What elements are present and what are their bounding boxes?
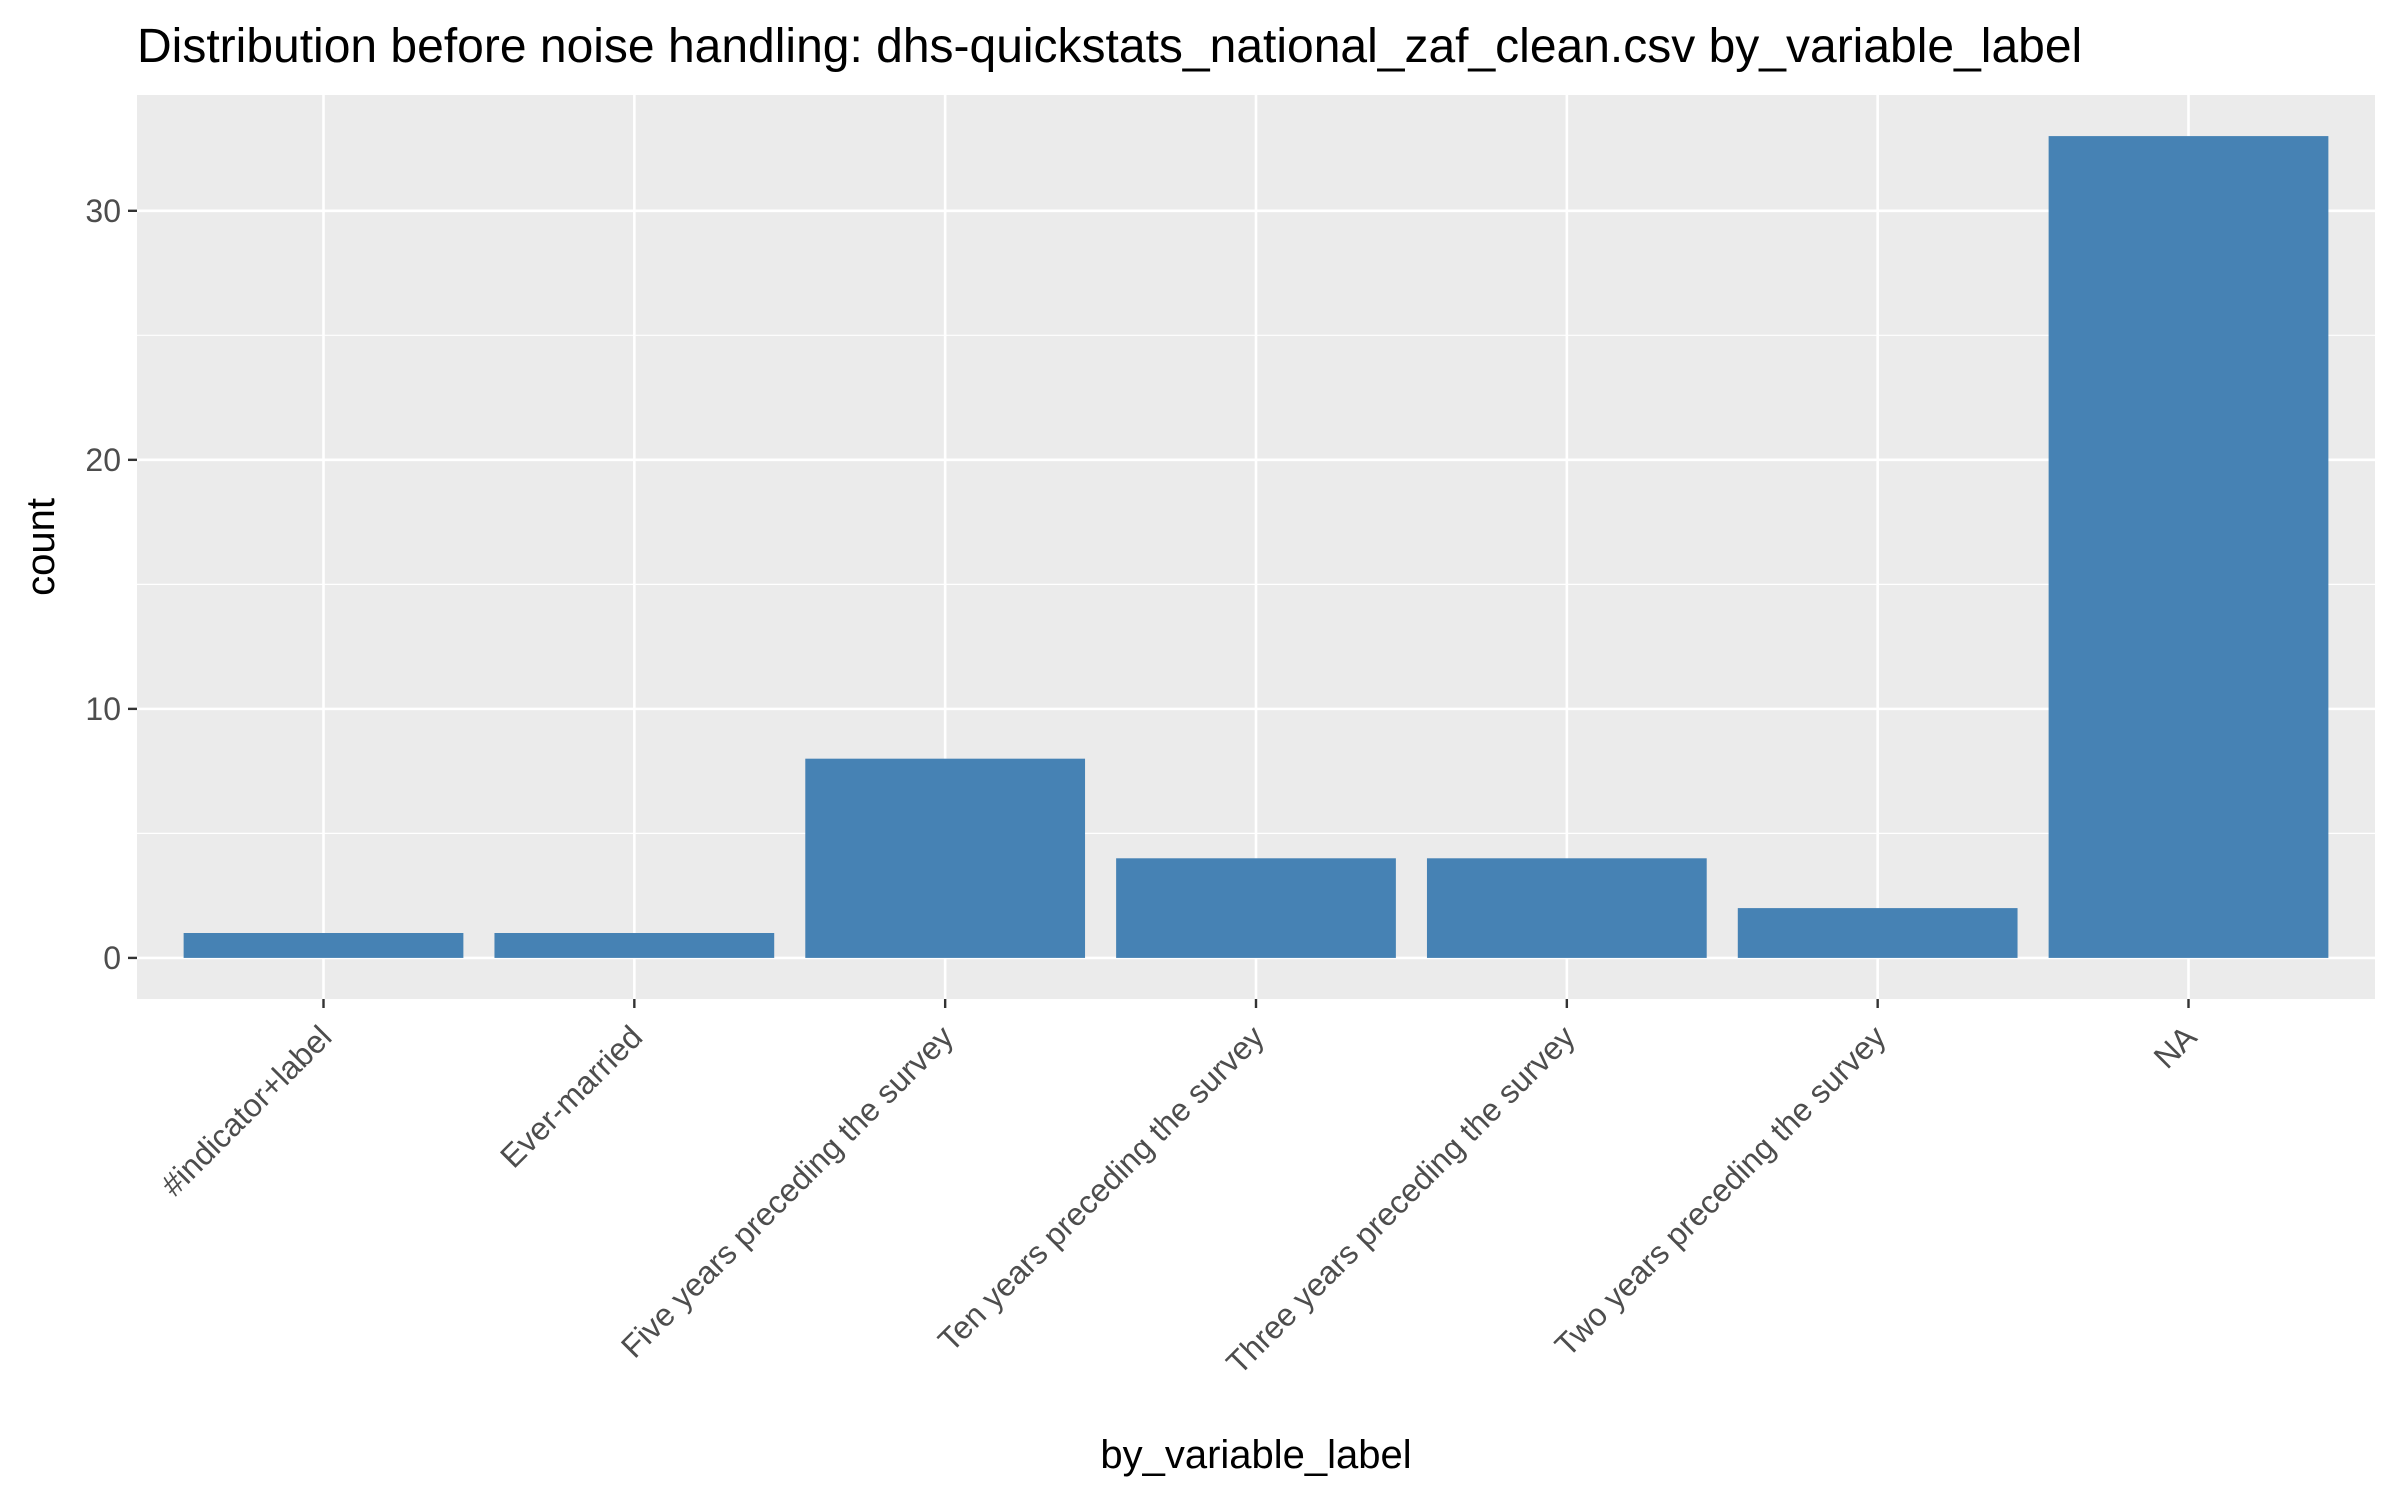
x-tick-label: Five years preceding the survey bbox=[614, 1018, 960, 1364]
bars bbox=[183, 136, 2329, 958]
x-tick-label: Three years preceding the survey bbox=[1219, 1018, 1582, 1381]
bar bbox=[805, 758, 1086, 958]
y-tick-label: 20 bbox=[85, 442, 121, 478]
y-tick-label: 10 bbox=[85, 691, 121, 727]
y-tick-label: 30 bbox=[85, 193, 121, 229]
y-tick-label: 0 bbox=[103, 940, 121, 976]
y-axis-title: count bbox=[19, 498, 63, 596]
x-tick-label: #indicator+label bbox=[154, 1018, 339, 1203]
bar bbox=[1116, 858, 1396, 958]
y-axis: 0 10 20 30 bbox=[85, 193, 137, 976]
chart-title: Distribution before noise handling: dhs-… bbox=[137, 20, 2082, 73]
x-tick-label: Two years preceding the survey bbox=[1548, 1018, 1893, 1363]
bar bbox=[494, 933, 775, 958]
bar bbox=[1737, 908, 2018, 958]
x-axis-title: by_variable_label bbox=[1100, 1433, 1411, 1477]
x-tick-label: Ten years preceding the survey bbox=[931, 1018, 1271, 1358]
bar bbox=[183, 933, 464, 958]
bar bbox=[2048, 136, 2329, 958]
x-tick-label: Ever-married bbox=[493, 1018, 649, 1174]
x-tick-label: NA bbox=[2147, 1018, 2204, 1075]
bar bbox=[1426, 858, 1707, 958]
